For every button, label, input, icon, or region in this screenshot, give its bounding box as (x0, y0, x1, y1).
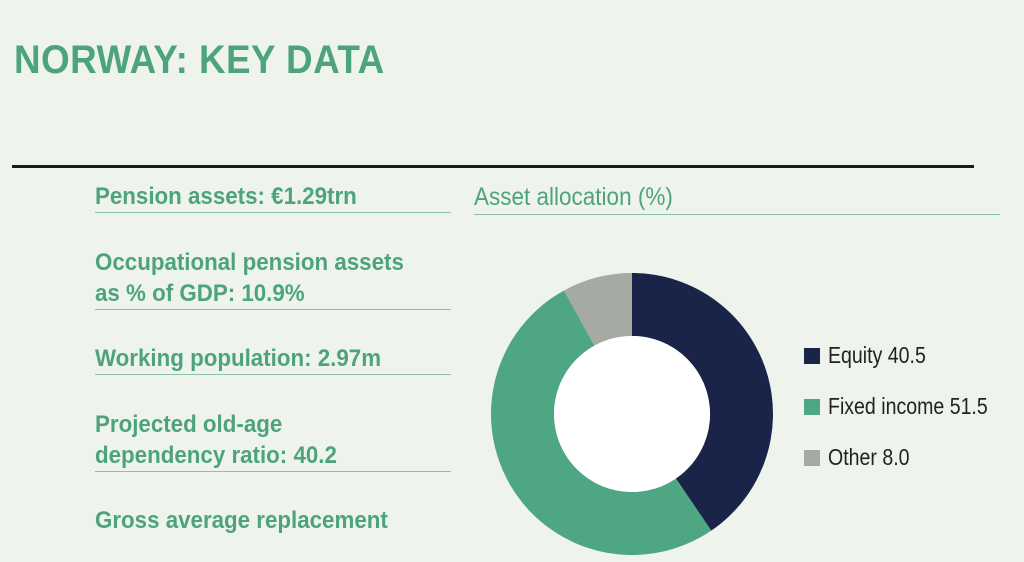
slice-equity (632, 273, 773, 531)
slice-fixed-income (490, 290, 712, 556)
stat-line: Gross average replacement (95, 507, 388, 534)
chart-legend: Equity 40.5 Fixed income 51.5 Other 8.0 (804, 330, 1016, 483)
legend-label: Equity 40.5 (828, 342, 926, 368)
legend-swatch-other (804, 449, 820, 466)
stat-line: Pension assets: €1.29trn (95, 183, 357, 210)
stat-line: Occupational pension assets (95, 249, 404, 276)
legend-label: Fixed income 51.5 (828, 393, 988, 419)
slice-other (564, 273, 632, 346)
chart-title-text: Asset allocation (%) (474, 183, 673, 211)
chart-title: Asset allocation (%) (474, 181, 1000, 215)
legend-item-equity: Equity 40.5 (804, 330, 1016, 381)
legend-label: Other 8.0 (828, 444, 910, 470)
divider (12, 165, 974, 168)
stat-occupational-assets: Occupational pension assets as % of GDP:… (95, 247, 451, 310)
stat-line: as % of GDP: 10.9% (95, 280, 305, 307)
stat-dependency-ratio: Projected old-age dependency ratio: 40.2 (95, 409, 451, 472)
stat-line: Projected old-age (95, 411, 283, 438)
donut-hole (554, 336, 710, 492)
stat-pension-assets: Pension assets: €1.29trn (95, 181, 451, 213)
legend-item-fixed-income: Fixed income 51.5 (804, 381, 1016, 432)
legend-swatch-fixed-income (804, 398, 820, 415)
stat-line: dependency ratio: 40.2 (95, 442, 337, 469)
legend-swatch-equity (804, 347, 820, 364)
page-title: NORWAY: KEY DATA (14, 38, 385, 82)
stat-line: Working population: 2.97m (95, 345, 382, 372)
stat-working-population: Working population: 2.97m (95, 343, 451, 375)
donut-chart (490, 273, 773, 556)
legend-item-other: Other 8.0 (804, 432, 1016, 483)
stat-replacement-rate: Gross average replacement (95, 505, 451, 536)
